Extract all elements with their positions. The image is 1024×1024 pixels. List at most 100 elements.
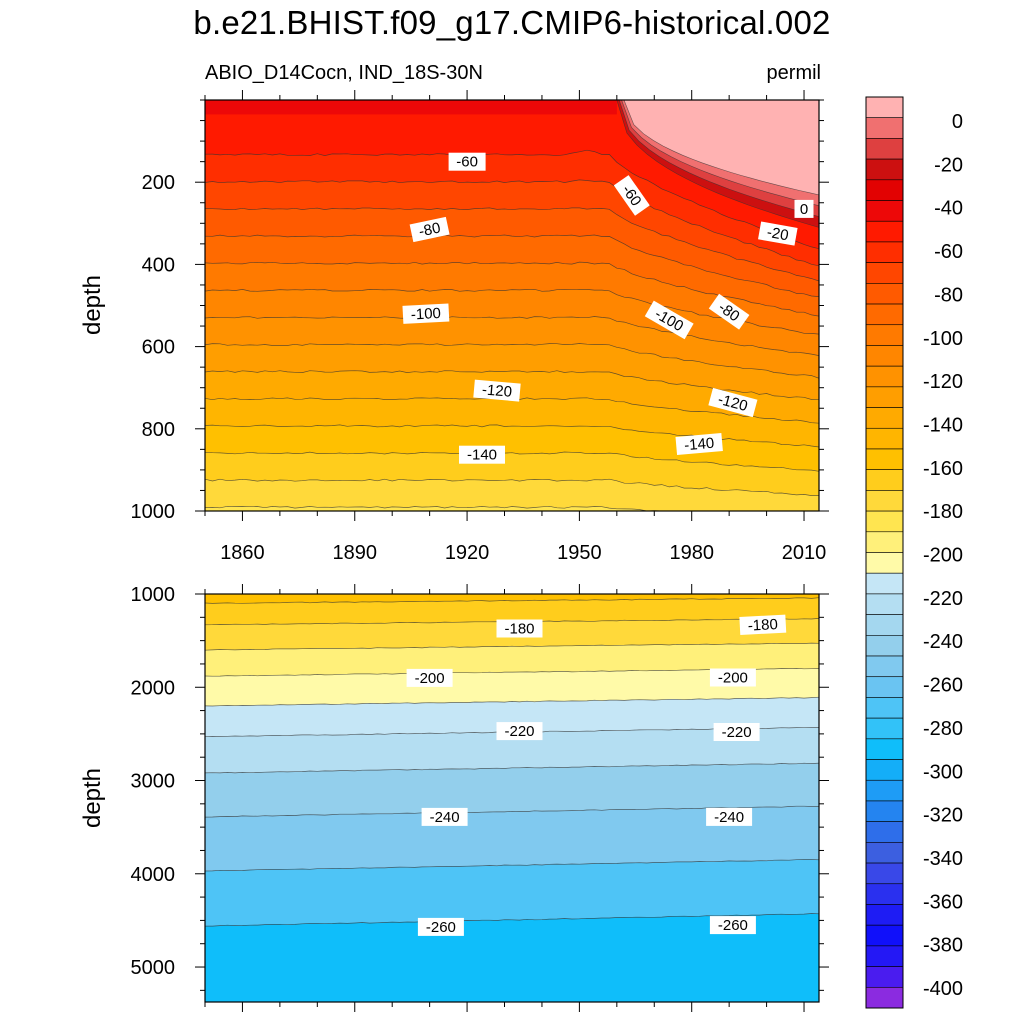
upper-bomb-band-3 [623,100,819,196]
colorbar-frame [865,96,904,1009]
upper-contour-65 [205,316,819,356]
lower-contour-2 [205,642,819,651]
lower-contour-9 [205,913,819,927]
colorbar-label: -120 [923,371,963,393]
colorbar-swatch [865,593,904,615]
colorbar-swatch [865,117,904,139]
upper-contour-115 [205,451,819,472]
colorbar-label: -160 [923,458,963,480]
colorbar-label: -60 [934,241,963,263]
contour-label: -120 [473,379,521,402]
contour-label: -260 [709,916,756,935]
lower-contour-7 [205,805,819,818]
contour-label-text: -260 [718,917,748,934]
colorbar-swatch [865,200,904,222]
colorbar-label: -80 [934,284,963,306]
y-tick-label: 400 [142,254,175,276]
contour-label-text: -20 [766,224,790,245]
upper-contour-25 [205,207,819,282]
lower-band-9 [205,913,819,1002]
colorbar-swatch [865,779,904,802]
colorbar-swatch [865,345,904,367]
y-tick-label: 4000 [131,864,176,886]
contour-label: -240 [706,807,753,826]
colorbar-swatch [865,448,904,470]
upper-contour-15 [205,179,819,267]
colorbar-label: -140 [923,414,963,436]
colorbar-swatch [865,490,904,512]
y-tick-label: 800 [142,419,175,441]
contour-label-text: -220 [722,724,752,741]
colorbar-swatch [865,800,904,822]
chart-title: b.e21.BHIST.f09_g17.CMIP6-historical.002 [193,4,831,41]
contour-label-text: -240 [714,809,744,826]
colorbar-label: -300 [923,761,963,783]
colorbar-label: -360 [923,891,963,913]
colorbar-swatch [865,510,904,533]
x-tick-label: 1950 [557,542,602,564]
colorbar-swatch [865,531,904,553]
y-tick-label: 2000 [131,677,176,699]
colorbar-label: -40 [934,198,963,220]
colorbar-swatch [865,862,904,885]
contour-label-text: -60 [456,154,478,171]
contour-label: -80 [409,216,450,243]
colorbar-swatch [865,676,904,698]
colorbar-swatch [865,407,904,429]
colorbar-swatch [865,842,904,864]
lower-depth-panel: -180 -180 -200 -200 -220 -220 -240 -240 -260 -260… [79,584,829,1012]
contour-label-text: -260 [426,919,456,936]
colorbar-label: -220 [923,588,963,610]
contour-label-text: -220 [504,723,534,740]
contour-label-text: -240 [430,809,460,826]
colorbar-swatch [865,241,904,263]
colorbar-label: -340 [923,848,963,870]
colorbar-swatch [865,427,904,450]
x-tick-label: 1980 [669,542,714,564]
contour-label: 0 [794,199,814,218]
colorbar-swatch [865,283,904,305]
contour-label-text: -140 [684,435,715,455]
colorbar-label: -20 [934,154,963,176]
colorbar-swatch [865,469,904,491]
upper-band-top [205,100,617,115]
colorbar-label: -200 [923,545,963,567]
upper-depth-panel: -60-60 0-20-80-100 -100 -80-120 -120-140-140… [79,90,829,564]
contour-label: -180 [496,619,543,638]
contour-label: -200 [406,668,453,687]
contour-label: -180 [739,614,787,635]
lower-contour-6 [205,762,819,774]
colorbar-swatch [865,96,904,119]
contour-label: -240 [421,807,468,826]
x-tick-label: 1860 [220,542,265,564]
colorbar-swatch [865,220,904,243]
lower-y-axis-label: depth [79,768,106,828]
contour-label: -140 [459,445,505,464]
colorbar-label: 0 [952,111,963,133]
colorbar-swatch [865,262,904,284]
lower-plot-frame [204,593,820,1003]
contour-label: -80 [708,293,750,330]
y-tick-label: 3000 [131,771,176,793]
colorbar-label: -180 [923,501,963,523]
colorbar-swatch [865,386,904,408]
colorbar-swatch [865,883,904,905]
colorbar-swatch [865,303,904,326]
upper-contour-75 [205,343,819,379]
contour-label-text: -180 [747,616,778,635]
colorbar-swatch [865,738,904,760]
colorbar-swatch [865,759,904,781]
contour-label-text: -200 [718,670,748,687]
upper-contour-45 [205,261,819,317]
contour-label-text: -120 [481,381,512,401]
colorbar-swatch [865,697,904,719]
contour-label: -100 [402,303,450,324]
colorbar-swatch [865,821,904,843]
colorbar-swatch [865,324,904,346]
colorbar-label: -380 [923,935,963,957]
colorbar-swatch [865,717,904,740]
y-tick-label: 5000 [131,957,176,979]
colorbar-label: -100 [923,328,963,350]
colorbar-swatch [865,158,904,181]
